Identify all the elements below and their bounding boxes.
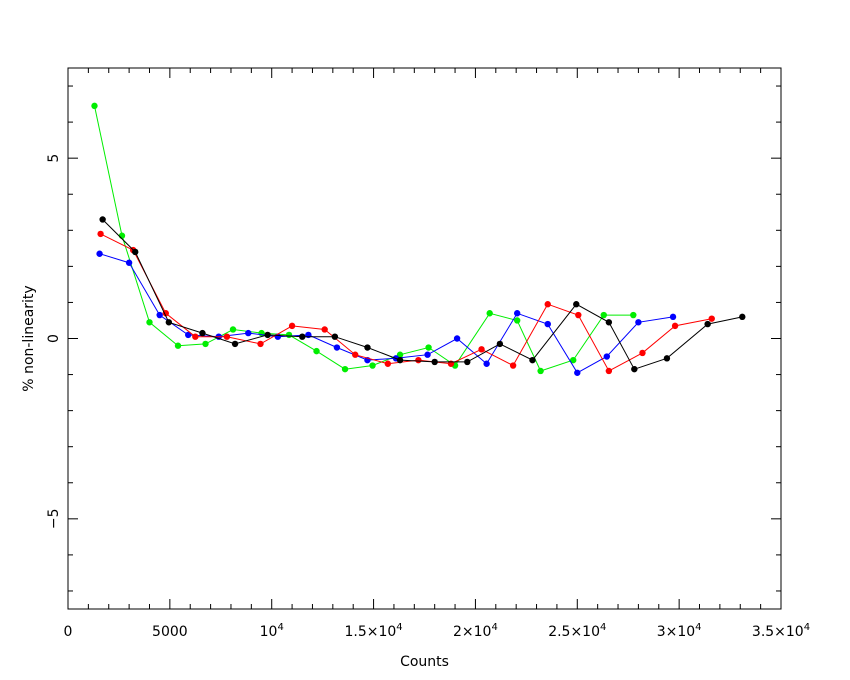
data-point xyxy=(453,335,461,342)
data-point xyxy=(671,322,679,330)
y-tick-labels: 5 0 −5 xyxy=(46,154,62,529)
data-point xyxy=(229,326,237,333)
data-point xyxy=(97,230,104,238)
data-point xyxy=(202,340,209,348)
data-point xyxy=(708,315,715,322)
x-axis-title: Counts xyxy=(400,654,449,670)
x-tick-label: 5000 xyxy=(152,624,188,640)
data-point xyxy=(631,365,638,373)
data-point xyxy=(396,356,404,364)
data-point xyxy=(156,311,163,319)
data-point xyxy=(513,310,521,317)
data-point xyxy=(285,331,293,339)
x-tick-labels: 0 5000 104 1.5×104 2×104 2.5×104 3×104 3.5×104 xyxy=(64,622,811,640)
data-point xyxy=(257,340,264,348)
data-point xyxy=(245,329,252,337)
data-point xyxy=(184,331,192,339)
data-point xyxy=(513,317,521,324)
data-point xyxy=(165,319,173,326)
data-point xyxy=(600,311,607,319)
y-tick-label: 5 xyxy=(46,154,62,163)
data-point xyxy=(630,311,637,319)
data-point xyxy=(639,349,646,357)
data-point xyxy=(529,356,536,364)
data-point xyxy=(91,102,98,110)
x-tick-label: 104 xyxy=(260,622,284,640)
data-point xyxy=(231,340,239,348)
data-point xyxy=(333,344,341,351)
data-point xyxy=(321,326,328,333)
data-point xyxy=(132,248,139,256)
x-tick-label: 2.5×104 xyxy=(548,622,606,640)
data-point xyxy=(341,365,349,373)
data-point xyxy=(478,346,485,353)
data-point xyxy=(574,369,581,376)
series-line xyxy=(94,105,634,372)
x-tick-label: 3×104 xyxy=(657,622,702,640)
data-point xyxy=(739,313,746,321)
data-point xyxy=(509,362,517,369)
data-point xyxy=(704,320,711,328)
x-tick-label: 0 xyxy=(64,624,73,640)
y-axis-title: % non-linearity xyxy=(21,285,37,391)
data-point xyxy=(118,232,126,239)
data-point xyxy=(431,358,438,366)
y-tick-label: −5 xyxy=(46,509,62,530)
data-point xyxy=(264,331,271,339)
data-point xyxy=(125,259,133,266)
data-point xyxy=(496,340,504,348)
data-point xyxy=(573,301,580,308)
series-2 xyxy=(97,230,715,375)
series-line xyxy=(102,219,743,370)
data-point xyxy=(364,344,371,351)
data-point xyxy=(352,351,359,358)
data-point xyxy=(605,367,613,375)
data-point xyxy=(483,360,490,367)
x-tick-label: 2×104 xyxy=(453,622,498,640)
data-point xyxy=(669,313,677,321)
data-point xyxy=(288,322,296,330)
data-point xyxy=(299,333,306,340)
data-point xyxy=(424,351,431,358)
data-point xyxy=(663,355,671,362)
data-point xyxy=(575,311,582,319)
y-tick-label: 0 xyxy=(46,334,62,343)
series-layer xyxy=(91,102,746,376)
x-tick-label: 3.5×104 xyxy=(752,622,810,640)
data-point xyxy=(369,362,376,369)
data-point xyxy=(425,344,432,351)
data-point xyxy=(464,358,471,366)
data-point xyxy=(603,353,611,360)
data-point xyxy=(544,301,551,308)
data-point xyxy=(570,356,577,364)
data-point xyxy=(192,333,199,340)
data-point xyxy=(96,250,103,257)
data-point xyxy=(146,319,153,326)
data-point xyxy=(174,342,182,349)
data-point xyxy=(99,216,106,223)
data-point xyxy=(415,356,422,364)
series-line xyxy=(100,233,712,372)
data-point xyxy=(331,333,339,340)
data-point xyxy=(486,310,493,317)
x-tick-label: 1.5×104 xyxy=(344,622,402,640)
data-point xyxy=(223,333,231,340)
data-point xyxy=(313,347,320,355)
axis-ticks xyxy=(67,68,782,609)
data-point xyxy=(199,329,206,337)
data-point xyxy=(605,319,613,326)
data-point xyxy=(384,360,392,367)
data-point xyxy=(544,320,551,328)
data-point xyxy=(635,319,642,326)
series-0 xyxy=(91,102,637,375)
data-point xyxy=(537,367,544,375)
series-3 xyxy=(99,216,746,373)
